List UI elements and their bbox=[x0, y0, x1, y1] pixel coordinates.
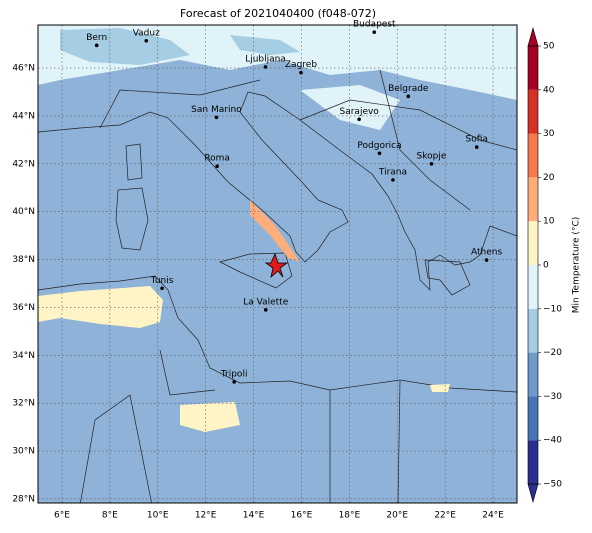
city-label: Sofia bbox=[466, 135, 488, 145]
city-label: Ljubljana bbox=[245, 54, 286, 64]
colorbar-segment bbox=[528, 440, 538, 484]
lat-tick-label: 42°N bbox=[12, 159, 35, 169]
lat-tick-label: 32°N bbox=[12, 399, 35, 409]
colorbar-extend-bottom bbox=[527, 483, 539, 504]
city-dot bbox=[391, 178, 395, 182]
lat-tick-label: 46°N bbox=[12, 64, 35, 74]
title: Forecast of 2021040400 (f048-072) bbox=[180, 7, 376, 20]
colorbar-tick-label: 50 bbox=[543, 42, 555, 52]
city-label: Tunis bbox=[150, 276, 174, 286]
city-label: Podgorica bbox=[357, 141, 401, 151]
city-label: Bern bbox=[86, 33, 107, 43]
lon-tick-label: 6°E bbox=[54, 511, 70, 521]
city-label: Skopje bbox=[417, 151, 447, 161]
colorbar-extend-top bbox=[527, 26, 539, 47]
city-label: Roma bbox=[204, 154, 230, 164]
city-label: Athens bbox=[471, 248, 502, 258]
lat-tick-label: 44°N bbox=[12, 111, 35, 121]
city-dot bbox=[299, 70, 303, 75]
lon-tick-label: 8°E bbox=[102, 511, 118, 521]
lat-tick-label: 40°N bbox=[12, 207, 35, 217]
colorbar-tick-label: −10 bbox=[543, 304, 562, 314]
colorbar-tick-label: 10 bbox=[543, 217, 555, 227]
city-dot bbox=[144, 38, 149, 43]
city-dot bbox=[372, 30, 377, 34]
colorbar-tick-label: −30 bbox=[543, 392, 562, 402]
colorbar-tick-label: 30 bbox=[543, 129, 555, 139]
city-dot bbox=[215, 164, 219, 169]
city-dot bbox=[263, 65, 268, 69]
city-dot bbox=[429, 162, 434, 166]
city-label: Belgrade bbox=[388, 84, 429, 94]
city-dot bbox=[406, 94, 411, 99]
city-label: Zagreb bbox=[285, 60, 317, 70]
lon-tick-label: 20°E bbox=[386, 511, 408, 521]
map-frame bbox=[37, 24, 518, 504]
lon-tick-label: 12°E bbox=[195, 511, 217, 521]
city-label: Sarajevo bbox=[340, 107, 380, 117]
lon-tick-label: 22°E bbox=[434, 511, 456, 521]
lat-tick-label: 28°N bbox=[12, 494, 35, 504]
colorbar-segment bbox=[528, 177, 538, 222]
lon-tick-label: 16°E bbox=[291, 511, 313, 521]
lon-tick-label: 18°E bbox=[339, 511, 361, 521]
colorbar-segment bbox=[528, 352, 538, 397]
city-dot bbox=[263, 308, 268, 312]
lat-tick-label: 30°N bbox=[12, 447, 35, 457]
colorbar-segment bbox=[528, 221, 538, 265]
colorbar-tick-label: 40 bbox=[543, 85, 555, 95]
colorbar-segment bbox=[528, 133, 538, 178]
city-dot bbox=[232, 380, 236, 384]
city-label: La Valette bbox=[243, 297, 288, 307]
city-dot bbox=[484, 258, 489, 262]
colorbar-tick-label: 20 bbox=[543, 173, 555, 183]
city-label: Tripoli bbox=[220, 369, 248, 379]
colorbar-segment bbox=[528, 308, 538, 353]
colorbar-label: Min Temperature (°C) bbox=[572, 217, 582, 314]
city-dot bbox=[357, 117, 361, 122]
city-dot bbox=[377, 151, 382, 156]
colorbar-tick-label: −40 bbox=[543, 436, 562, 446]
map-area bbox=[38, 25, 517, 503]
colorbar-segment bbox=[528, 89, 538, 134]
lon-tick-label: 14°E bbox=[243, 511, 265, 521]
city-dot bbox=[214, 115, 219, 120]
city-dot bbox=[94, 43, 99, 48]
colorbar-segment bbox=[528, 46, 538, 90]
city-label: San Marino bbox=[191, 105, 242, 115]
colorbar-tick-label: −20 bbox=[543, 348, 562, 358]
city-dot bbox=[474, 145, 479, 149]
lat-tick-label: 34°N bbox=[12, 351, 35, 361]
colorbar-segment bbox=[528, 265, 538, 309]
lat-tick-label: 36°N bbox=[12, 303, 35, 313]
lon-tick-label: 24°E bbox=[482, 511, 504, 521]
forecast-point-star bbox=[264, 252, 289, 279]
city-label: Tirana bbox=[378, 167, 407, 177]
city-dot bbox=[160, 286, 164, 291]
city-label: Vaduz bbox=[133, 28, 160, 38]
colorbar-tick-label: −50 bbox=[543, 480, 562, 490]
lon-tick-label: 10°E bbox=[147, 511, 169, 521]
colorbar-segment bbox=[528, 396, 538, 441]
lat-tick-label: 38°N bbox=[12, 255, 35, 265]
colorbar-tick-label: 0 bbox=[543, 261, 549, 271]
